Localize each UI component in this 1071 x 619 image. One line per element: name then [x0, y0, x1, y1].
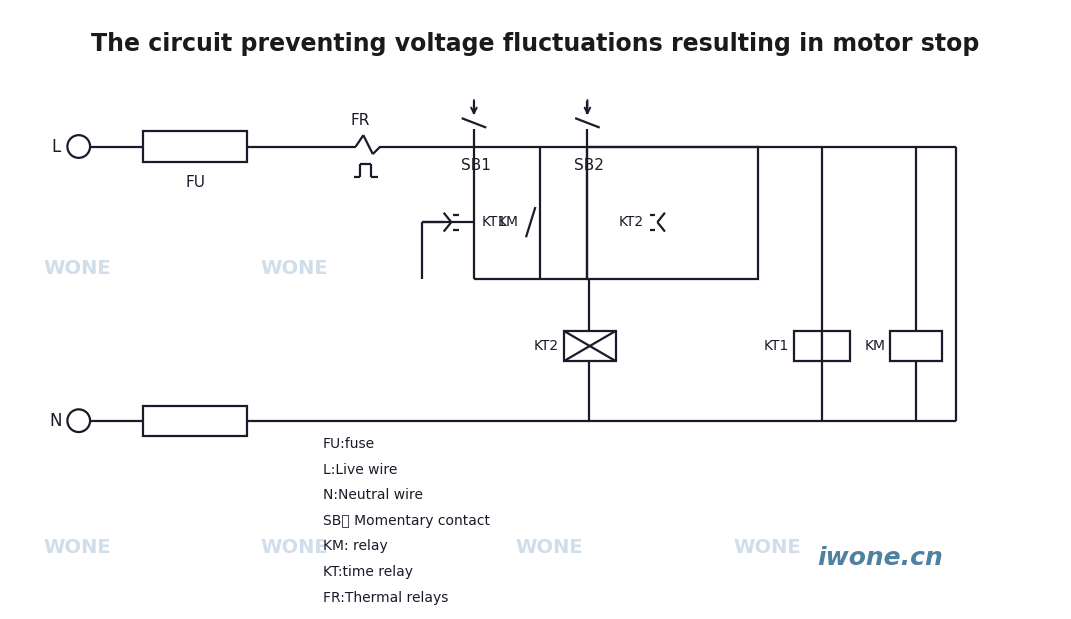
Bar	[890, 331, 942, 361]
Text: SB2: SB2	[574, 158, 604, 173]
Text: KT:time relay: KT:time relay	[322, 565, 412, 579]
Text: WONE: WONE	[734, 538, 801, 557]
Text: KM: KM	[864, 339, 886, 353]
Text: WONE: WONE	[43, 538, 110, 557]
Text: SB1: SB1	[461, 158, 491, 173]
Text: FU:fuse: FU:fuse	[322, 438, 375, 451]
Bar	[794, 331, 821, 361]
Text: FU: FU	[185, 175, 205, 190]
Bar	[821, 331, 850, 361]
Text: FR: FR	[351, 113, 371, 128]
Text: KT1: KT1	[482, 215, 507, 229]
Text: L: L	[51, 137, 61, 155]
Text: KT2: KT2	[619, 215, 644, 229]
Text: FR:Thermal relays: FR:Thermal relays	[322, 591, 448, 605]
Text: KT2: KT2	[534, 339, 559, 353]
Text: WONE: WONE	[516, 538, 584, 557]
Bar	[563, 331, 616, 361]
Text: WONE: WONE	[43, 259, 110, 278]
Bar	[144, 405, 247, 436]
Text: KM: relay: KM: relay	[322, 540, 388, 553]
Circle shape	[67, 135, 90, 158]
Circle shape	[67, 409, 90, 432]
Text: iwone.cn: iwone.cn	[817, 546, 944, 570]
Text: WONE: WONE	[260, 538, 328, 557]
Text: KM: KM	[497, 215, 518, 229]
Text: The circuit preventing voltage fluctuations resulting in motor stop: The circuit preventing voltage fluctuati…	[91, 32, 980, 56]
Bar	[144, 131, 247, 162]
Bar	[587, 147, 757, 279]
Text: WONE: WONE	[260, 259, 328, 278]
Text: L:Live wire: L:Live wire	[322, 463, 397, 477]
Text: SB： Momentary contact: SB： Momentary contact	[322, 514, 489, 528]
Text: KT1: KT1	[764, 339, 789, 353]
Text: N:Neutral wire: N:Neutral wire	[322, 488, 423, 503]
Text: N: N	[49, 412, 62, 430]
